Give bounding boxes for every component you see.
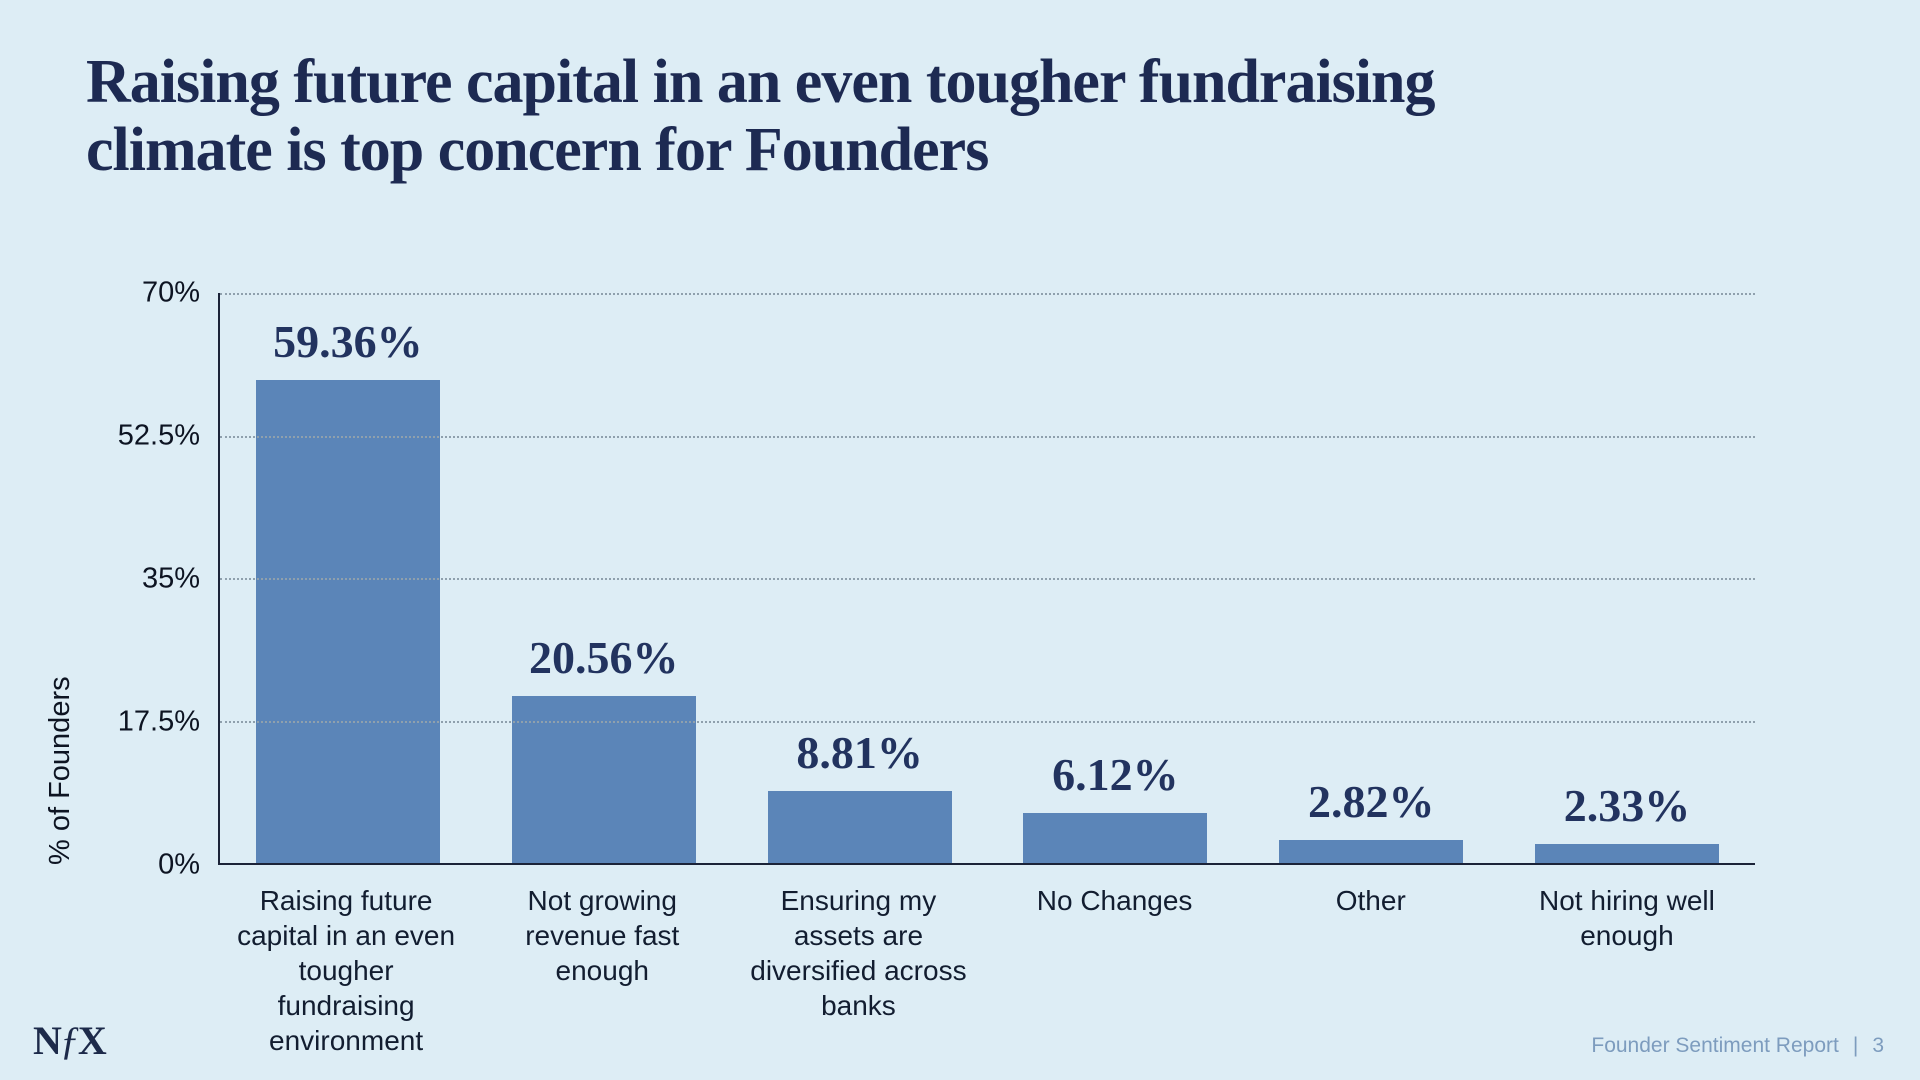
bar-value-label: 6.12% (1052, 749, 1179, 801)
footer: Founder Sentiment Report | 3 (1591, 1034, 1884, 1058)
gridline (220, 293, 1755, 295)
category-label: Not hiring well enough (1539, 885, 1715, 951)
category-label: Not growing revenue fast enough (525, 885, 680, 986)
page-title-line1: Raising future capital in an even toughe… (86, 48, 1436, 116)
category-label: Ensuring my assets are diversified acros… (750, 885, 967, 1021)
bar (1279, 840, 1464, 863)
gridline (220, 720, 1755, 723)
logo-letter-n: N (33, 1018, 62, 1063)
y-axis-ticks: 70% 52.5% 35% 17.5% 0% (0, 277, 200, 881)
x-axis-category-labels: Raising future capital in an even toughe… (218, 883, 1755, 1058)
bar-column: 59.36% (220, 293, 476, 863)
bar-value-label: 59.36% (273, 315, 423, 367)
gridline (220, 578, 1755, 580)
bar-column: 20.56% (476, 293, 732, 863)
bar-value-label: 8.81% (796, 727, 923, 779)
category-label: Raising future capital in an even toughe… (237, 885, 456, 1056)
category-label: No Changes (1036, 885, 1193, 916)
page-title-line2: climate is top concern for Founders (86, 116, 989, 185)
y-tick-label: 52.5% (117, 419, 200, 452)
bar (255, 379, 440, 863)
footer-page-number: 3 (1872, 1034, 1884, 1057)
bar-column: 2.33% (1499, 293, 1755, 863)
bar-column: 6.12% (987, 293, 1243, 863)
footer-report-name: Founder Sentiment Report (1591, 1034, 1839, 1057)
bar-column: 2.82% (1243, 293, 1499, 863)
page-title: Raising future capital in an even toughe… (86, 48, 1566, 184)
bar-value-label: 20.56% (528, 631, 679, 683)
y-tick-label: 17.5% (117, 705, 200, 738)
y-tick-label: 70% (141, 276, 200, 309)
category-label: Other (1335, 885, 1406, 916)
nfx-logo: NƒX (33, 1017, 107, 1064)
bar-columns: 59.36% 20.56% 8.81% 6.12% 2.82% 2.33% (220, 293, 1755, 863)
y-tick-label: 0% (158, 848, 200, 881)
y-tick-label: 35% (141, 562, 200, 595)
bar (1023, 813, 1208, 863)
logo-letter-f: ƒ (59, 1018, 80, 1063)
bar (511, 695, 696, 863)
bar (767, 791, 952, 863)
bar-value-label: 2.33% (1563, 780, 1691, 832)
plot-area: 59.36% 20.56% 8.81% 6.12% 2.82% 2.33% (218, 293, 1755, 865)
footer-separator: | (1852, 1034, 1859, 1057)
gridline (220, 435, 1755, 438)
bar (1535, 844, 1720, 863)
bar-column: 8.81% (732, 293, 988, 863)
bar-value-label: 2.82% (1307, 776, 1435, 828)
logo-letter-x: X (77, 1018, 107, 1063)
